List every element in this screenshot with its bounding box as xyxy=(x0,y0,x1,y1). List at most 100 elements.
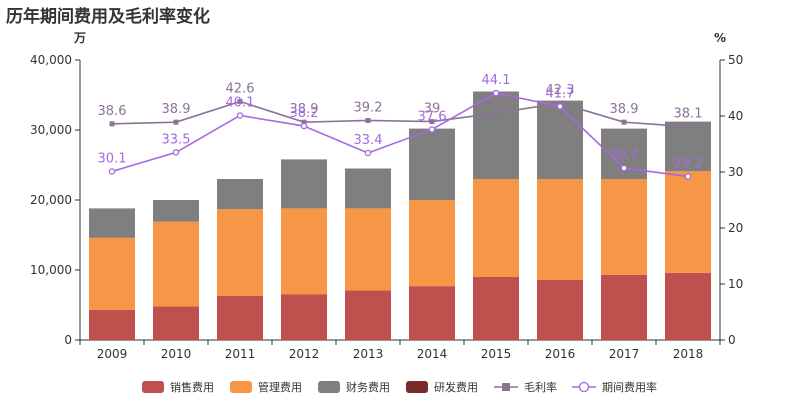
x-tick-label: 2014 xyxy=(417,347,448,361)
point-期间费用率 xyxy=(236,112,244,119)
legend-label-毛利率: 毛利率 xyxy=(524,380,557,394)
point-毛利率 xyxy=(493,110,499,116)
legend-marker-期间费用率 xyxy=(578,381,590,393)
data-label-毛利率: 39 xyxy=(424,102,441,117)
legend-label-研发费用: 研发费用 xyxy=(434,380,478,394)
data-label-毛利率: 38.1 xyxy=(674,107,703,122)
bar-财务费用 xyxy=(409,128,455,200)
data-label-期间费用率: 38.2 xyxy=(290,106,319,121)
bar-销售费用 xyxy=(409,286,455,340)
point-期间费用率 xyxy=(492,89,500,97)
point-毛利率 xyxy=(301,119,307,125)
data-label-毛利率: 39.2 xyxy=(354,100,383,115)
data-label-期间费用率: 30.1 xyxy=(98,151,127,166)
legend-marker-毛利率 xyxy=(502,383,510,391)
bar-管理费用 xyxy=(665,171,711,273)
bar-销售费用 xyxy=(217,295,263,340)
legend-swatch-销售费用 xyxy=(142,381,164,393)
point-期间费用率 xyxy=(620,164,628,172)
x-tick-label: 2018 xyxy=(673,347,704,361)
right-tick-label: 20 xyxy=(728,221,743,235)
left-tick-label: 10,000 xyxy=(30,263,72,277)
bar-销售费用 xyxy=(601,274,647,340)
point-毛利率 xyxy=(685,124,691,130)
right-axis-unit: % xyxy=(714,31,726,45)
bar-管理费用 xyxy=(601,179,647,275)
data-label-毛利率: 38.9 xyxy=(610,102,639,117)
bar-财务费用 xyxy=(473,91,519,179)
bar-财务费用 xyxy=(281,159,327,209)
data-label-期间费用率: 29.2 xyxy=(674,156,703,171)
point-毛利率 xyxy=(557,100,563,106)
bar-管理费用 xyxy=(537,179,583,280)
bar-财务费用 xyxy=(153,200,199,222)
bar-销售费用 xyxy=(89,309,135,340)
legend-label-管理费用: 管理费用 xyxy=(258,380,302,394)
bar-财务费用 xyxy=(217,179,263,210)
left-tick-label: 0 xyxy=(64,333,72,347)
point-期间费用率 xyxy=(364,149,372,157)
bar-财务费用 xyxy=(665,121,711,172)
data-label-毛利率: 38.9 xyxy=(162,102,191,117)
point-毛利率 xyxy=(109,121,115,127)
data-label-毛利率: 42.3 xyxy=(546,83,575,98)
bar-销售费用 xyxy=(153,306,199,340)
data-label-期间费用率: 30.7 xyxy=(610,148,639,163)
legend-swatch-研发费用 xyxy=(406,381,428,393)
x-tick-label: 2012 xyxy=(289,347,320,361)
legend-label-销售费用: 销售费用 xyxy=(170,380,214,394)
data-label-期间费用率: 41.7 xyxy=(546,86,575,101)
right-tick-label: 40 xyxy=(728,109,743,123)
point-毛利率 xyxy=(621,119,627,125)
bar-销售费用 xyxy=(665,272,711,340)
bar-管理费用 xyxy=(345,208,391,291)
point-期间费用率 xyxy=(172,149,180,156)
bar-管理费用 xyxy=(409,200,455,287)
legend-label-期间费用率: 期间费用率 xyxy=(602,380,657,394)
line-期间费用率 xyxy=(111,92,689,178)
bar-销售费用 xyxy=(537,279,583,340)
bar-财务费用 xyxy=(537,100,583,179)
x-tick-label: 2009 xyxy=(97,347,128,361)
right-tick-label: 30 xyxy=(728,165,743,179)
point-期间费用率 xyxy=(300,122,308,130)
left-tick-label: 30,000 xyxy=(30,123,72,137)
point-毛利率 xyxy=(173,119,179,125)
point-期间费用率 xyxy=(556,103,564,110)
chart-title: 历年期间费用及毛利率变化 xyxy=(6,7,210,27)
right-tick-label: 50 xyxy=(728,53,743,67)
data-label-期间费用率: 40.1 xyxy=(226,95,255,110)
legend-swatch-管理费用 xyxy=(230,381,252,393)
bar-财务费用 xyxy=(89,208,135,238)
data-label-毛利率: 38.9 xyxy=(290,102,319,117)
bar-销售费用 xyxy=(473,277,519,340)
bar-销售费用 xyxy=(345,290,391,340)
data-label-期间费用率: 33.5 xyxy=(162,132,191,147)
bar-管理费用 xyxy=(281,208,327,295)
point-期间费用率 xyxy=(684,173,692,180)
right-tick-label: 0 xyxy=(728,333,736,347)
bar-管理费用 xyxy=(153,221,199,307)
data-label-毛利率: 38.6 xyxy=(98,104,127,119)
point-毛利率 xyxy=(429,119,435,125)
bar-管理费用 xyxy=(473,179,519,277)
point-毛利率 xyxy=(237,98,243,104)
bar-销售费用 xyxy=(281,294,327,340)
point-毛利率 xyxy=(365,117,371,123)
left-tick-label: 20,000 xyxy=(30,193,72,207)
left-tick-label: 40,000 xyxy=(30,53,72,67)
data-label-期间费用率: 37.6 xyxy=(418,109,447,124)
x-tick-label: 2015 xyxy=(481,347,512,361)
data-label-毛利率: 42.6 xyxy=(226,81,255,96)
x-tick-label: 2016 xyxy=(545,347,576,361)
line-毛利率 xyxy=(111,100,689,128)
bar-管理费用 xyxy=(217,209,263,296)
data-label-期间费用率: 44.1 xyxy=(482,73,511,88)
data-label-期间费用率: 33.4 xyxy=(354,133,383,148)
bar-财务费用 xyxy=(345,168,391,209)
left-axis-unit: 万 xyxy=(73,31,86,45)
point-期间费用率 xyxy=(108,168,116,175)
x-tick-label: 2013 xyxy=(353,347,384,361)
point-期间费用率 xyxy=(428,126,436,133)
